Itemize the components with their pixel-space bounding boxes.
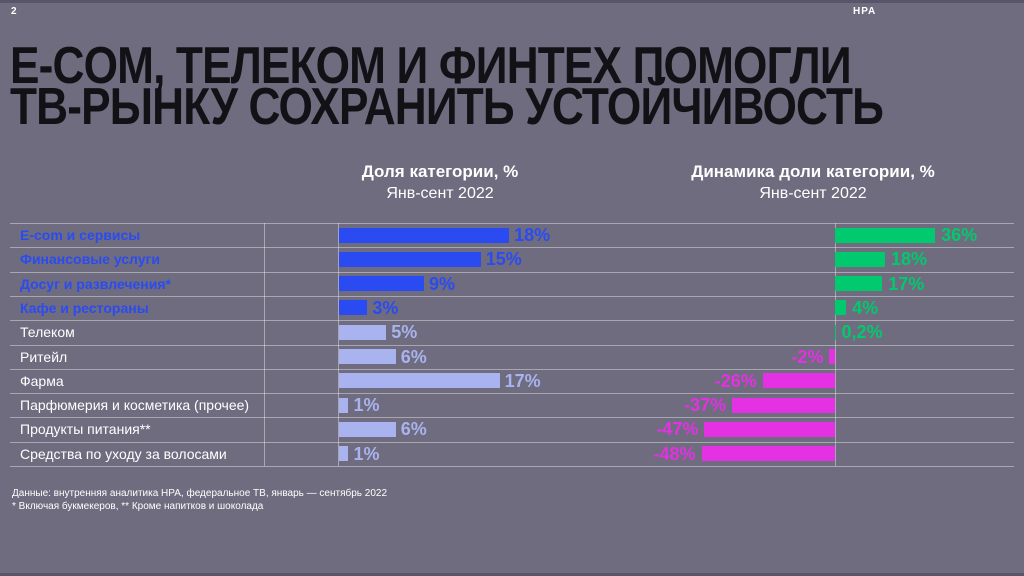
share-value: 1% [353, 443, 380, 464]
category-label: Фарма [20, 372, 64, 389]
row-grid-line [10, 417, 1014, 419]
row-grid-line [10, 393, 1014, 395]
dynamics-value: 0,2% [841, 322, 883, 343]
footnote-line-2: * Включая букмекеров, ** Кроме напитков … [12, 501, 264, 512]
category-table: E-com и сервисы 18% 36% Финансовые услуги 15… [10, 223, 1014, 467]
share-value: 9% [429, 273, 456, 294]
dynamics-bar [835, 251, 886, 267]
table-row: Финансовые услуги 15% 18% [10, 247, 1014, 271]
dynamics-column-title: Динамика доли категории, % [691, 162, 935, 181]
dynamics-axis [835, 223, 836, 466]
table-row: Телеком 5% 0,2% [10, 320, 1014, 344]
share-value: 5% [391, 322, 418, 343]
table-row: Средства по уходу за волосами 1% -48% [10, 442, 1014, 466]
share-value: 1% [353, 395, 380, 416]
slide-title: E-COM, ТЕЛЕКОМ И ФИНТЕХ ПОМОГЛИ ТВ-РЫНКУ… [10, 40, 884, 133]
share-value: 6% [400, 346, 427, 367]
dynamics-value: 18% [891, 249, 928, 270]
category-label: Досуг и развлечения* [20, 275, 171, 292]
share-bar [339, 251, 481, 267]
share-value: 3% [372, 297, 399, 318]
share-column-subtitle: Янв-сент 2022 [386, 185, 494, 202]
category-label: Финансовые услуги [20, 251, 160, 268]
share-bar [339, 397, 349, 413]
dynamics-value: 4% [852, 297, 879, 318]
table-row: Досуг и развлечения* 9% 17% [10, 272, 1014, 296]
category-label: Парфюмерия и косметика (прочее) [20, 397, 250, 414]
share-value: 17% [504, 370, 541, 391]
table-row: Парфюмерия и косметика (прочее) 1% -37% [10, 393, 1014, 417]
category-label: Продукты питания** [20, 421, 151, 438]
dynamics-bar [835, 324, 836, 340]
share-bar [339, 227, 510, 243]
title-line-1: E-COM, ТЕЛЕКОМ И ФИНТЕХ ПОМОГЛИ [10, 37, 852, 95]
category-label: Кафе и рестораны [20, 299, 149, 316]
dynamics-bar [835, 276, 883, 292]
row-grid-line [10, 368, 1014, 370]
table-row: Ритейл 6% -2% [10, 345, 1014, 369]
dynamics-bar [835, 300, 847, 316]
footnote: Данные: внутренняя аналитика НРА, федера… [12, 487, 387, 513]
table-row: Кафе и рестораны 3% 4% [10, 296, 1014, 320]
table-row: Продукты питания** 6% -47% [10, 417, 1014, 441]
dynamics-bar [701, 446, 835, 462]
dynamics-column-header: Динамика доли категории, % Янв-сент 2022 [663, 162, 963, 203]
dynamics-value: 17% [888, 273, 925, 294]
share-bar [339, 324, 387, 340]
dynamics-bar [829, 349, 835, 364]
table-row: Фарма 17% -26% [10, 369, 1014, 393]
row-grid-line [10, 247, 1014, 249]
share-bar [339, 446, 349, 462]
top-edge-strip [0, 0, 1024, 3]
share-column-header: Доля категории, % Янв-сент 2022 [290, 162, 590, 203]
dynamics-value: 36% [941, 225, 978, 245]
row-grid-line [10, 466, 1014, 467]
dynamics-value: -2% [791, 346, 824, 367]
dynamics-value: -48% [653, 443, 696, 464]
row-grid-line [10, 271, 1014, 273]
row-grid-line [10, 295, 1014, 297]
category-label: Телеком [20, 324, 75, 341]
dynamics-value: -37% [684, 395, 727, 416]
share-bar [339, 421, 396, 437]
dynamics-bar [762, 373, 835, 389]
dynamics-bar [835, 227, 936, 243]
share-bar [339, 349, 396, 364]
footnote-line-1: Данные: внутренняя аналитика НРА, федера… [12, 488, 388, 499]
dynamics-value: -26% [714, 370, 757, 391]
row-grid-line [10, 223, 1014, 224]
share-bar [339, 300, 368, 316]
share-column-title: Доля категории, % [361, 162, 519, 181]
share-bar [339, 373, 500, 389]
row-grid-line [10, 441, 1014, 443]
table-row: E-com и сервисы 18% 36% [10, 223, 1014, 247]
category-label: E-com и сервисы [20, 227, 141, 243]
share-chart-divider [338, 223, 339, 466]
share-value: 15% [485, 249, 522, 270]
bottom-edge-strip [0, 573, 1024, 576]
page-number: 2 [11, 6, 17, 17]
category-label: Ритейл [20, 348, 68, 365]
share-bar [339, 276, 425, 292]
dynamics-bar [732, 397, 835, 413]
nra-logo: НРА [853, 6, 877, 17]
dynamics-bar [704, 421, 835, 437]
row-grid-line [10, 344, 1014, 346]
dynamics-value: -47% [656, 419, 699, 440]
dynamics-column-subtitle: Янв-сент 2022 [759, 185, 867, 202]
share-value: 6% [400, 419, 427, 440]
label-column-divider [264, 223, 265, 466]
share-value: 18% [514, 225, 551, 245]
category-label: Средства по уходу за волосами [20, 445, 227, 462]
row-grid-line [10, 320, 1014, 322]
title-line-2: ТВ-РЫНКУ СОХРАНИТЬ УСТОЙЧИВОСТЬ [10, 78, 884, 136]
